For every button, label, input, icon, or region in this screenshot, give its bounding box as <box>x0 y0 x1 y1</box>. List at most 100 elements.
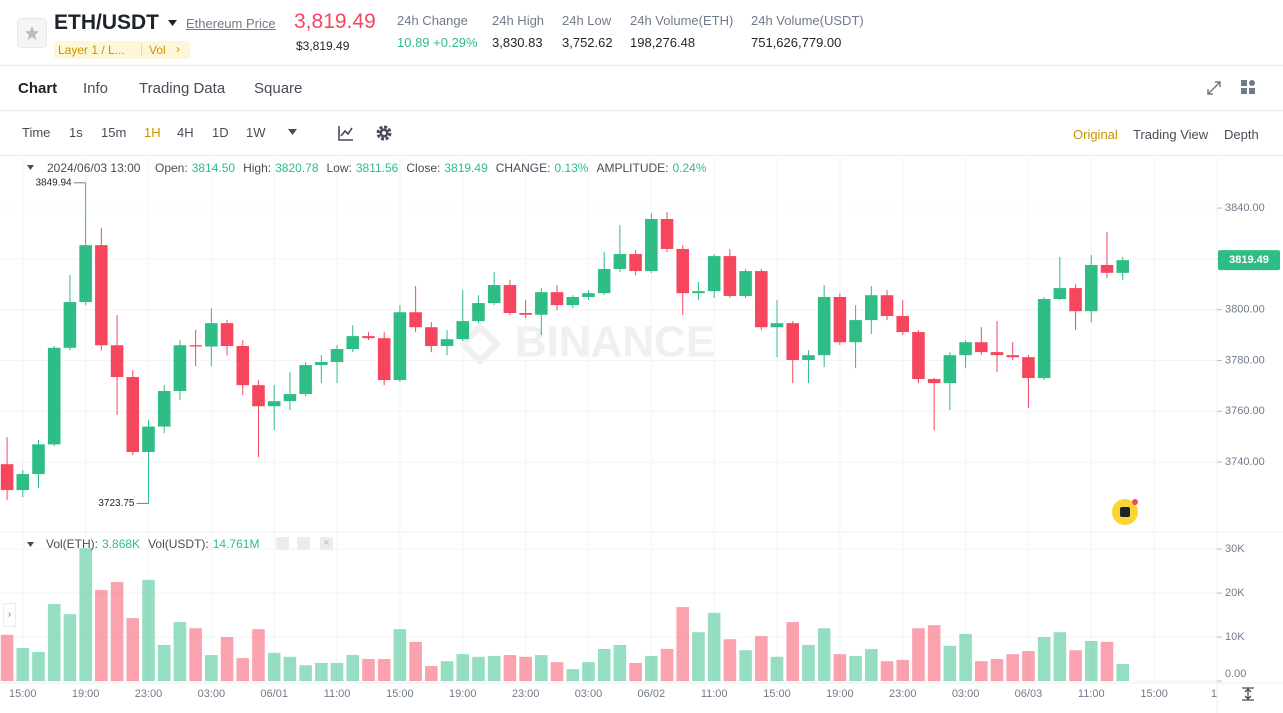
candle-body <box>645 218 658 272</box>
volume-bar <box>770 656 784 681</box>
interval-dropdown[interactable] <box>288 129 298 137</box>
legend-value: 0.24% <box>672 161 707 175</box>
candle-body <box>440 339 454 347</box>
volume-bar <box>63 614 77 681</box>
candle-body <box>849 320 862 343</box>
close-icon[interactable]: × <box>320 537 333 550</box>
x-tick-label: 06/01 <box>260 688 288 700</box>
x-tick-label: 06/03 <box>1015 688 1043 700</box>
axis-scale-icon[interactable] <box>1241 687 1255 701</box>
volume-bar <box>1069 650 1082 681</box>
interval[interactable]: 1s <box>69 125 83 140</box>
settings-icon[interactable] <box>375 124 393 142</box>
fullscreen-icon[interactable] <box>1206 80 1222 96</box>
volume-bar <box>252 629 265 681</box>
settings-icon[interactable] <box>297 537 310 550</box>
volume-bar <box>865 648 878 681</box>
volume-bar <box>95 589 108 681</box>
volume-bar <box>849 655 862 681</box>
legend-value: 0.13% <box>554 161 589 175</box>
pair-dropdown[interactable] <box>168 20 178 28</box>
stat-label: 24h Low <box>562 13 612 28</box>
view-selected[interactable]: Original <box>1073 127 1118 142</box>
volume-bar <box>645 655 658 681</box>
candle-body <box>142 426 155 452</box>
x-tick-label: 23:00 <box>135 688 163 700</box>
candle-body <box>126 377 140 452</box>
tab[interactable]: Square <box>254 80 303 97</box>
x-tick-label: 23:00 <box>512 688 540 700</box>
candle-body <box>550 292 564 306</box>
view[interactable]: Depth <box>1224 127 1259 142</box>
candle-body <box>173 345 187 391</box>
stat-label: 24h Change <box>397 13 468 28</box>
interval[interactable]: 15m <box>101 125 127 140</box>
candle-body <box>566 296 580 306</box>
volume-bar <box>189 628 202 681</box>
pair-name: ETH/USDT <box>54 11 159 34</box>
volume-bar <box>142 579 155 681</box>
volume-legend: Vol(ETH): 3.868K Vol(USDT): 14.761M <box>46 537 267 551</box>
candle-body <box>707 256 721 292</box>
layout-icon[interactable] <box>1240 79 1256 95</box>
tab[interactable]: Info <box>83 80 109 97</box>
legend-date: 2024/06/03 13:00 <box>47 161 141 175</box>
interval[interactable]: 1D <box>212 125 229 140</box>
candle-body <box>299 365 312 395</box>
volume-bar <box>487 655 501 681</box>
volume-bar <box>346 655 360 681</box>
candle-body <box>786 323 800 360</box>
candle-body <box>927 379 941 384</box>
y-tick-label: 30K <box>1225 543 1245 555</box>
tag-pill[interactable] <box>54 41 190 59</box>
candle-body <box>16 474 30 491</box>
view[interactable]: Trading View <box>1133 127 1209 142</box>
candle-body <box>1037 299 1051 379</box>
divider <box>0 155 1283 156</box>
volume-bar <box>597 648 611 681</box>
tab[interactable]: Chart <box>18 80 58 97</box>
y-tick-label: 3800.00 <box>1225 304 1265 316</box>
volume-legend-caret[interactable] <box>27 542 35 548</box>
side-toggle[interactable]: › <box>3 603 16 627</box>
candle-body <box>1022 357 1035 379</box>
candle-body <box>943 355 957 384</box>
tab[interactable]: Trading Data <box>139 80 226 97</box>
volume-bar <box>755 636 768 681</box>
volume-bar <box>267 652 281 681</box>
legend-row: Open: 3814.50 High: 3820.78 Low: 3811.56 Close… <box>155 161 715 175</box>
volume-bar <box>1116 663 1130 681</box>
interval-selected[interactable]: 1H <box>144 125 161 140</box>
volume-bar <box>220 637 234 681</box>
x-tick-label: 19 <box>1211 688 1223 700</box>
last-price-usd: $3,819.49 <box>296 39 350 53</box>
candle-body <box>425 327 438 347</box>
volume-bar <box>880 661 894 681</box>
volume-bar <box>456 654 470 681</box>
volume-legend-value: 3.868K <box>102 537 141 551</box>
assistant-button[interactable] <box>1112 499 1138 525</box>
interval[interactable]: 4H <box>177 125 194 140</box>
candle-body <box>236 346 250 386</box>
indicator-icon[interactable] <box>337 124 355 142</box>
volume-bar <box>283 656 297 681</box>
candle-body <box>865 295 878 321</box>
divider <box>0 65 1283 66</box>
volume-bar <box>723 639 737 681</box>
interval[interactable]: 1W <box>246 125 266 140</box>
candle-body <box>393 312 407 381</box>
tag: Layer 1 / L... <box>58 43 125 57</box>
interval[interactable]: Time <box>22 125 51 140</box>
candle-body <box>723 256 737 296</box>
price-link[interactable]: Ethereum Price <box>186 16 276 31</box>
favorite-button[interactable] <box>17 18 47 48</box>
candle-body <box>676 248 690 294</box>
watermark: BINANCE <box>515 318 715 367</box>
volume-bar <box>157 644 171 681</box>
legend-caret[interactable] <box>27 165 35 171</box>
volume-bar <box>377 659 391 681</box>
volume-bar <box>1100 641 1114 681</box>
hide-icon[interactable] <box>276 537 289 550</box>
candle-body <box>472 303 485 322</box>
candle-body <box>833 296 847 343</box>
